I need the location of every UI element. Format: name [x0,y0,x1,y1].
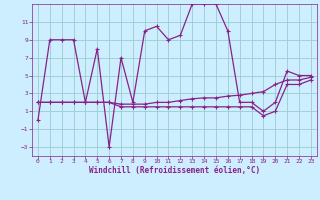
X-axis label: Windchill (Refroidissement éolien,°C): Windchill (Refroidissement éolien,°C) [89,166,260,175]
